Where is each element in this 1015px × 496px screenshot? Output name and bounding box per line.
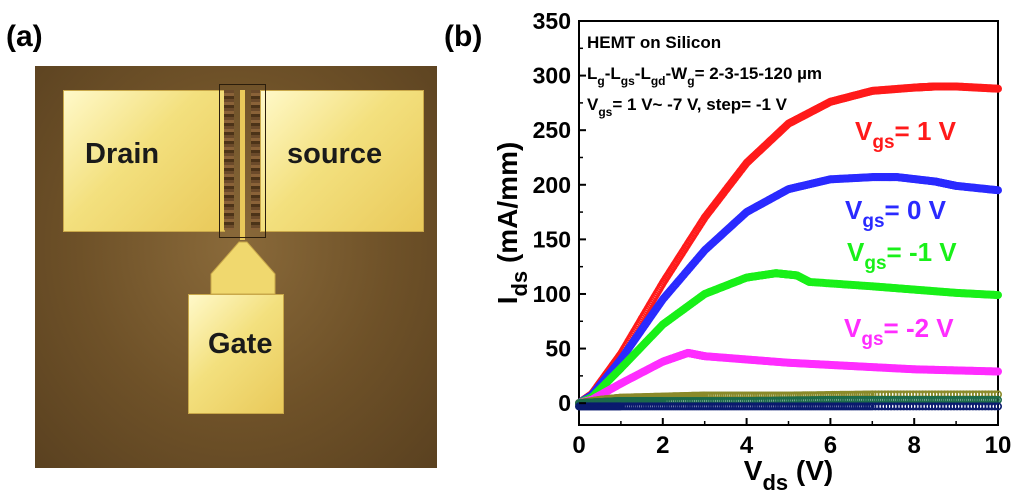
y-tick-label: 200 (533, 172, 571, 198)
panel-b-label: (b) (444, 20, 483, 53)
data-point (993, 84, 1002, 93)
x-tick-label: 2 (656, 432, 669, 459)
series-label: Vgs= 0 V (845, 195, 947, 232)
data-point (993, 367, 1002, 376)
drain-label: Drain (85, 138, 160, 170)
drain-pad (63, 90, 225, 232)
x-tick-label: 8 (908, 432, 921, 459)
annotation-line: Lg-Lgs-Lgd-Wg= 2-3-15-120 µm (587, 64, 822, 88)
y-tick-label: 250 (533, 117, 571, 143)
x-tick-label: 0 (572, 432, 585, 459)
channel-strip-left (224, 90, 234, 230)
series-label: Vgs= 1 V (855, 116, 957, 153)
series-5 (575, 395, 1002, 408)
y-tick-label: 50 (545, 336, 571, 362)
y-tick-label: 300 (533, 63, 571, 89)
x-tick-label: 6 (824, 432, 837, 459)
data-point (990, 402, 999, 411)
gate-pad (188, 294, 284, 414)
source-pad (260, 90, 424, 232)
annotation-layer: HEMT on Silicon Lg-Lgs-Lgd-Wg= 2-3-15-120… (587, 33, 957, 350)
y-tick-label: 0 (558, 390, 571, 416)
x-axis-label: Vds (V) (744, 455, 833, 495)
panel-a-label: (a) (6, 20, 43, 53)
y-axis-label: Ids (mA/mm) (492, 142, 532, 305)
x-tick-label: 10 (985, 432, 1012, 459)
x-tick-label: 4 (740, 432, 754, 459)
gate-label: Gate (208, 328, 273, 360)
gate-finger (240, 90, 245, 240)
micrograph: Drain source Gate (35, 66, 437, 468)
data-point (993, 186, 1002, 195)
series-6 (575, 402, 1002, 411)
annotation-line: Vgs= 1 V~ -7 V, step= -1 V (587, 95, 788, 119)
channel-strip-right (251, 90, 260, 230)
y-tick-label: 100 (533, 281, 571, 307)
source-label: source (287, 138, 383, 170)
data-point (993, 402, 1002, 411)
y-tick-label: 150 (533, 226, 571, 252)
annotation-line: HEMT on Silicon (587, 33, 721, 52)
series-label: Vgs= -2 V (844, 313, 954, 350)
y-tick-label: 350 (533, 8, 571, 34)
series-layer (575, 82, 1002, 411)
series-label: Vgs= -1 V (847, 237, 957, 274)
data-point (993, 291, 1002, 300)
device-outline (219, 84, 266, 238)
